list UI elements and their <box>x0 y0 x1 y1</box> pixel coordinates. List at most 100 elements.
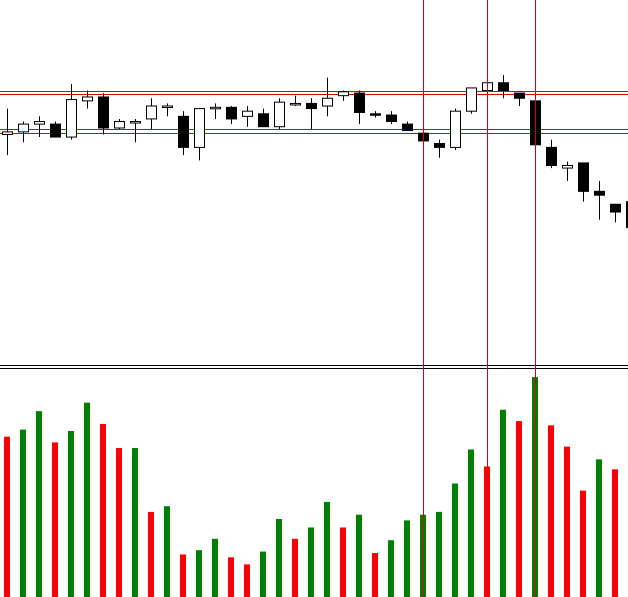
volume-bar <box>132 448 138 597</box>
candle <box>210 103 221 119</box>
volume-bar <box>260 551 266 597</box>
candle <box>466 87 477 114</box>
candle <box>114 118 125 130</box>
candle <box>354 90 365 125</box>
candle <box>34 116 45 138</box>
candle <box>450 108 461 150</box>
candle <box>146 98 157 130</box>
candle <box>546 139 557 169</box>
candle <box>2 108 13 156</box>
candle-body-bear <box>98 96 109 129</box>
candle <box>402 121 413 132</box>
candle-body-bull <box>466 87 477 112</box>
volume-bar <box>4 436 10 597</box>
candle <box>162 103 173 117</box>
volume-bar <box>500 409 506 597</box>
volume-bar <box>228 557 234 597</box>
volume-bar <box>548 425 554 597</box>
candle-body-bull <box>18 123 29 133</box>
candle-body-bear <box>354 92 365 113</box>
candle <box>98 93 109 135</box>
candle-body-bear <box>50 123 61 138</box>
volume-bar <box>196 550 202 597</box>
candle-body-bear <box>386 114 397 123</box>
candle <box>194 108 205 161</box>
volume-bar <box>324 501 330 597</box>
volume-bar <box>276 518 282 597</box>
panel-separator <box>0 365 628 369</box>
candle-body-bear <box>594 190 605 196</box>
candle-body-bear <box>178 115 189 148</box>
candle <box>594 181 605 220</box>
candle <box>274 98 285 130</box>
candle-body-bull <box>450 110 461 148</box>
candle-body-bull <box>242 110 253 117</box>
candle-body-bull <box>130 121 141 124</box>
candle-body-bear <box>626 201 628 229</box>
candle <box>226 106 237 125</box>
candle-body-bull <box>562 164 573 169</box>
volume-bar <box>164 506 170 597</box>
volume-bar <box>308 527 314 597</box>
candle-body-bull <box>322 97 333 107</box>
candle-body-bear <box>578 162 589 192</box>
candle <box>626 201 628 229</box>
candle <box>578 162 589 202</box>
volume-bar <box>596 459 602 597</box>
volume-bar <box>468 449 474 597</box>
volume-bar <box>180 554 186 597</box>
candle-body-bull <box>194 108 205 148</box>
candle-body-bear <box>514 92 525 99</box>
volume-bar <box>356 514 362 597</box>
candle <box>306 98 317 130</box>
volume-bar <box>292 538 298 597</box>
candle <box>130 118 141 143</box>
candle <box>434 139 445 158</box>
volume-bar <box>452 483 458 597</box>
volume-bar <box>100 423 106 597</box>
candle <box>562 161 573 181</box>
candle-body-bear <box>258 113 269 128</box>
candle <box>290 95 301 107</box>
candle-body-bull <box>210 106 221 110</box>
candle <box>66 84 77 140</box>
volume-bar <box>516 421 522 597</box>
volume-bar <box>436 511 442 597</box>
candle <box>258 108 269 128</box>
candle-body-bull <box>146 105 157 120</box>
candle-body-bear <box>306 102 317 110</box>
candle <box>338 90 349 101</box>
candle <box>386 111 397 125</box>
volume-bar <box>116 448 122 597</box>
price-panel <box>0 74 628 229</box>
volume-bar <box>388 540 394 597</box>
candle-body-bear <box>434 143 445 148</box>
volume-bar <box>340 527 346 597</box>
volume-bar <box>84 402 90 597</box>
candle-body-bull <box>2 131 13 135</box>
volume-bar <box>68 431 74 597</box>
candle-body-bear <box>226 106 237 120</box>
candle <box>498 74 509 99</box>
candle-body-bull <box>114 121 125 129</box>
candle <box>18 121 29 143</box>
candle-body-bull <box>162 105 173 109</box>
candle-body-bear <box>498 82 509 92</box>
volume-bar <box>372 553 378 597</box>
candle <box>610 203 621 223</box>
candle-body-bear <box>370 113 381 116</box>
vertical-marker-lines[interactable] <box>423 0 536 597</box>
candle <box>178 111 189 156</box>
volume-bar <box>148 511 154 597</box>
volume-bar <box>244 564 250 597</box>
volume-bar <box>52 442 58 597</box>
candle <box>50 121 61 138</box>
candle <box>322 77 333 117</box>
volume-panel <box>4 377 618 597</box>
volume-bar <box>564 446 570 597</box>
volume-bar <box>404 520 410 597</box>
candle-body-bear <box>546 146 557 166</box>
volume-bar <box>36 411 42 597</box>
